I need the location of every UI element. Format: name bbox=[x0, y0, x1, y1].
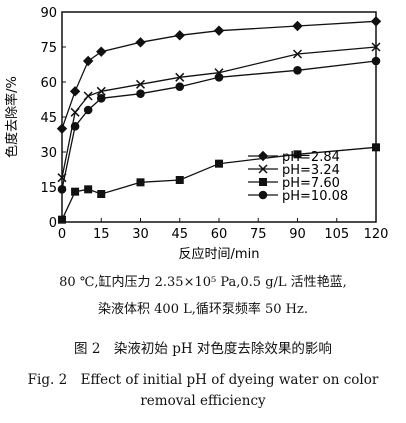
data-point-diamond bbox=[56, 123, 68, 134]
y-tick-label: 30 bbox=[40, 146, 57, 161]
data-point-cross bbox=[135, 79, 146, 89]
x-axis-label: 反应时间/min bbox=[179, 246, 260, 262]
legend-label: pH=2.84 bbox=[282, 150, 340, 165]
series-ph-2-84 bbox=[56, 16, 382, 134]
legend-marker-diamond bbox=[257, 150, 269, 162]
figure-caption-english-line-2: removal efficiency bbox=[140, 393, 266, 409]
data-point-diamond bbox=[69, 86, 81, 97]
x-tick-label: 60 bbox=[211, 227, 228, 242]
data-point-diamond bbox=[292, 20, 303, 32]
data-point-cross bbox=[96, 86, 106, 96]
legend-marker-square bbox=[259, 178, 267, 186]
data-point-cross bbox=[292, 49, 303, 59]
data-point-diamond bbox=[135, 37, 146, 48]
x-tick-label: 105 bbox=[324, 227, 349, 242]
series-ph-7-60 bbox=[58, 143, 380, 224]
legend-marker-circle bbox=[258, 190, 268, 200]
data-point-diamond bbox=[96, 46, 107, 57]
x-tick-label: 120 bbox=[364, 227, 389, 242]
data-point-circle bbox=[136, 89, 145, 98]
legend-label: pH=3.24 bbox=[282, 163, 340, 178]
data-point-square bbox=[97, 190, 106, 198]
data-point-square bbox=[293, 150, 302, 159]
y-axis-label: 色度去除率/% bbox=[4, 76, 20, 158]
data-point-square bbox=[71, 187, 80, 196]
data-point-circle bbox=[371, 56, 381, 66]
y-tick-label: 0 bbox=[49, 216, 57, 231]
legend-label: pH=10.08 bbox=[282, 189, 348, 204]
data-point-diamond bbox=[82, 55, 94, 67]
data-point-diamond bbox=[213, 25, 225, 36]
data-point-cross bbox=[175, 72, 185, 82]
legend-item: pH=3.24 bbox=[248, 163, 340, 178]
figure-caption-chinese: 图 2 染液初始 pH 对色度去除效果的影响 bbox=[74, 341, 332, 357]
data-point-cross bbox=[83, 91, 93, 101]
y-tick-label: 15 bbox=[40, 181, 57, 196]
data-point-circle bbox=[57, 185, 67, 194]
data-point-circle bbox=[70, 122, 80, 131]
legend-item: pH=10.08 bbox=[248, 189, 348, 204]
data-point-circle bbox=[175, 82, 185, 91]
x-tick-label: 45 bbox=[171, 227, 188, 242]
data-point-circle bbox=[83, 105, 93, 115]
legend-marker-cross bbox=[258, 164, 268, 174]
data-point-cross bbox=[371, 42, 381, 52]
data-point-square bbox=[215, 159, 223, 168]
data-point-circle bbox=[293, 66, 302, 75]
x-tick-label: 90 bbox=[289, 227, 306, 242]
x-tick-label: 30 bbox=[132, 227, 149, 242]
x-tick-label: 75 bbox=[250, 227, 267, 242]
legend-label: pH=7.60 bbox=[282, 176, 340, 191]
x-tick-label: 0 bbox=[58, 227, 66, 242]
data-point-circle bbox=[214, 73, 224, 82]
data-point-circle bbox=[96, 94, 106, 103]
line-chart: 0 15 30 45 60 75 90 0 15 30 45 60 75 90 105 120 pH=2.8… bbox=[4, 6, 389, 262]
data-point-diamond bbox=[370, 16, 382, 27]
data-point-square bbox=[136, 178, 145, 187]
x-tick-label: 15 bbox=[93, 227, 110, 242]
legend-item: pH=7.60 bbox=[248, 176, 340, 191]
data-point-square bbox=[175, 176, 184, 184]
series-ph-10-08 bbox=[57, 56, 381, 194]
data-point-cross bbox=[70, 107, 80, 117]
legend-item: pH=2.84 bbox=[248, 150, 340, 165]
experiment-conditions-line-1: 80 ℃,缸内压力 2.35×10⁵ Pa,0.5 g/L 活性艳蓝, bbox=[59, 275, 347, 290]
y-tick-label: 45 bbox=[40, 111, 57, 126]
series-ph-3-24 bbox=[57, 42, 381, 183]
experiment-conditions-line-2: 染液体积 400 L,循环泵频率 50 Hz. bbox=[98, 302, 308, 317]
y-tick-label: 90 bbox=[40, 6, 57, 21]
y-tick-label: 75 bbox=[40, 41, 57, 56]
figure-caption-english-line-1: Fig. 2 Effect of initial pH of dyeing wa… bbox=[27, 372, 379, 388]
data-point-diamond bbox=[174, 30, 185, 41]
data-point-square bbox=[58, 215, 66, 224]
y-tick-label: 60 bbox=[40, 76, 57, 91]
data-point-square bbox=[84, 185, 93, 194]
data-point-square bbox=[372, 143, 380, 152]
